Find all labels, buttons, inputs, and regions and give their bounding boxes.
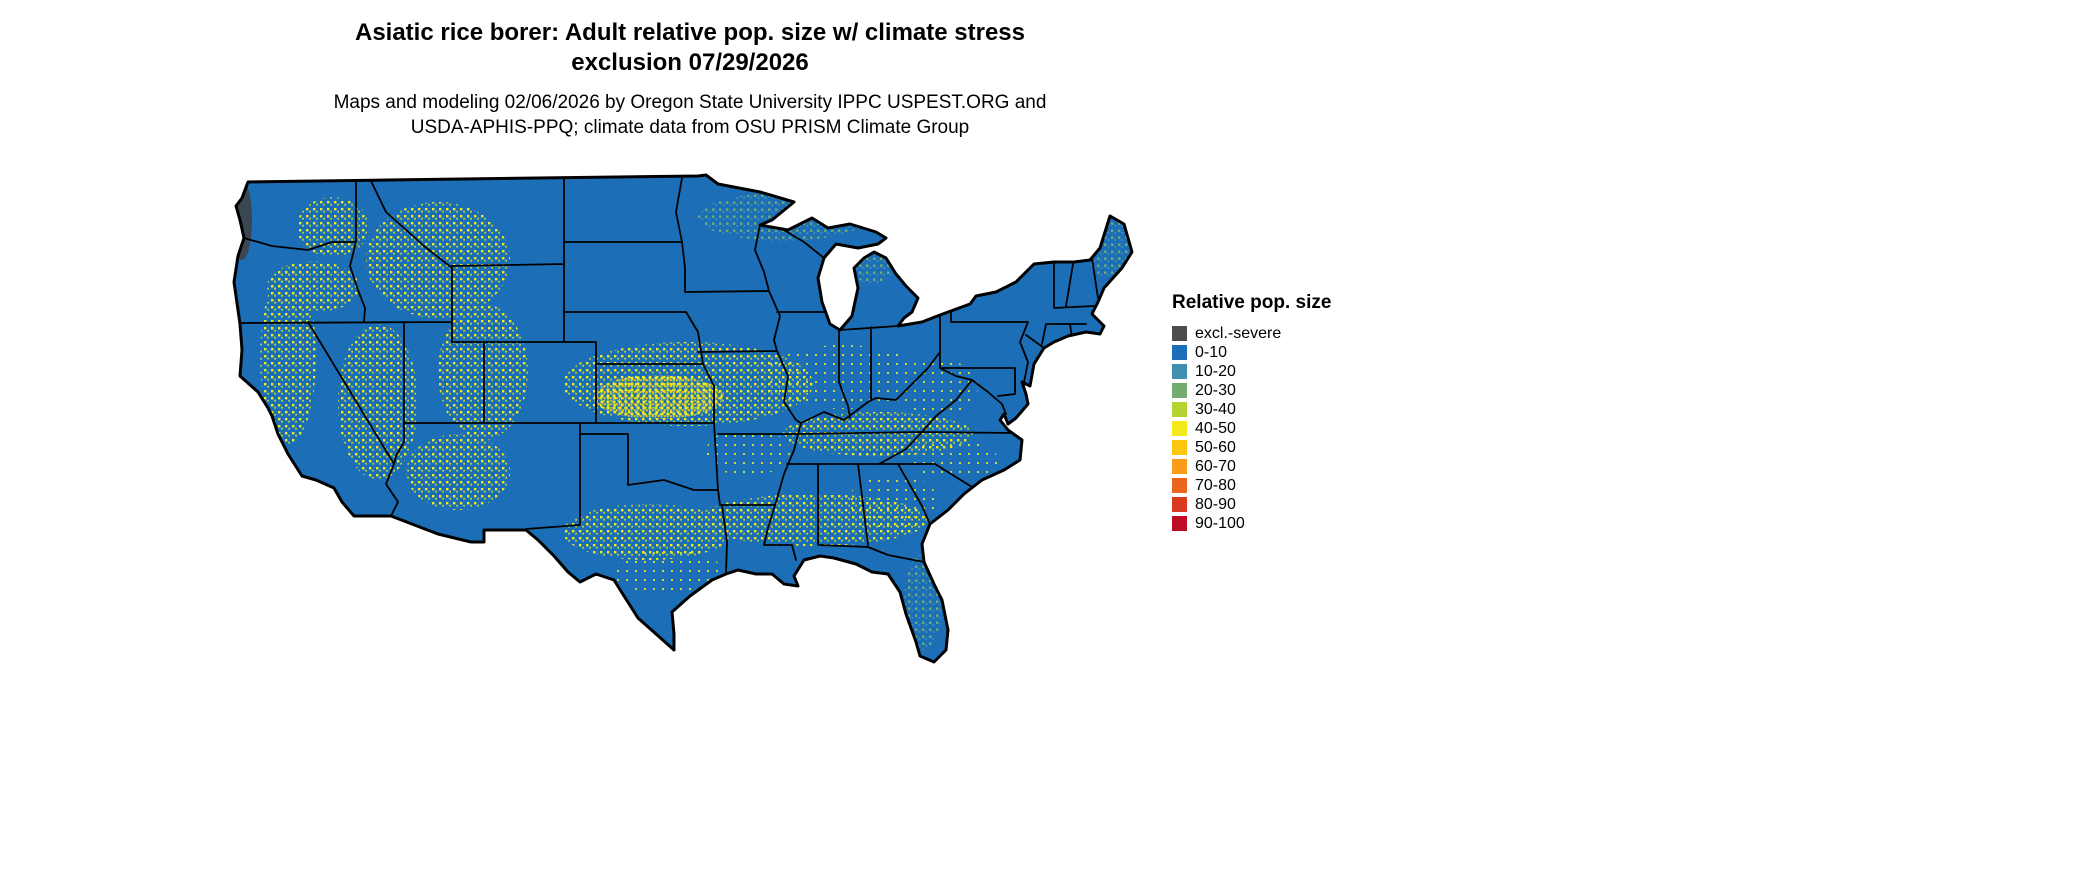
legend-item: 80-90 (1172, 495, 1331, 514)
legend-item: 60-70 (1172, 457, 1331, 476)
legend-item: excl.-severe (1172, 324, 1331, 343)
legend-item: 10-20 (1172, 362, 1331, 381)
map-subtitle-line-2: USDA-APHIS-PPQ; climate data from OSU PR… (410, 117, 970, 138)
legend-swatch (1172, 402, 1187, 417)
legend-item: 30-40 (1172, 400, 1331, 419)
legend-label: 70-80 (1195, 476, 1236, 494)
legend-title: Relative pop. size (1172, 292, 1332, 313)
legend-swatch (1172, 516, 1187, 531)
legend-label: 0-10 (1195, 343, 1228, 361)
population-speckle-overlay (234, 180, 1132, 650)
legend-swatch (1172, 383, 1187, 398)
map-title-line-2: exclusion 07/29/2026 (571, 49, 809, 76)
legend-label: excl.-severe (1195, 324, 1282, 342)
header: Asiatic rice borer: Adult relative pop. … (0, 18, 1380, 140)
legend-swatch (1172, 421, 1187, 436)
legend-label: 50-60 (1195, 438, 1236, 456)
legend-swatch (1172, 440, 1187, 455)
legend-label: 20-30 (1195, 381, 1236, 399)
us-map-svg (232, 173, 1134, 664)
legend-swatch (1172, 364, 1187, 379)
legend-swatch (1172, 459, 1187, 474)
legend-swatch (1172, 345, 1187, 360)
us-map (228, 172, 1140, 664)
map-title-line-1: Asiatic rice borer: Adult relative pop. … (354, 19, 1026, 46)
map-subtitle-line-1: Maps and modeling 02/06/2026 by Oregon S… (333, 92, 1047, 113)
legend-label: 80-90 (1195, 495, 1236, 513)
legend: Relative pop. size excl.-severe 0-10 10-… (1172, 292, 1331, 533)
legend-label: 30-40 (1195, 400, 1236, 418)
legend-item: 70-80 (1172, 476, 1331, 495)
legend-label: 60-70 (1195, 457, 1236, 475)
legend-item: 20-30 (1172, 381, 1331, 400)
legend-item: 50-60 (1172, 438, 1331, 457)
legend-label: 90-100 (1195, 514, 1245, 532)
legend-item: 0-10 (1172, 343, 1331, 362)
legend-label: 10-20 (1195, 362, 1236, 380)
legend-swatch (1172, 497, 1187, 512)
legend-label: 40-50 (1195, 419, 1236, 437)
us-border-outline (232, 173, 1134, 664)
legend-swatch (1172, 326, 1187, 341)
legend-item: 90-100 (1172, 514, 1331, 533)
map-subtitle: Maps and modeling 02/06/2026 by Oregon S… (0, 90, 1380, 140)
legend-item: 40-50 (1172, 419, 1331, 438)
state-borders (239, 177, 1099, 575)
legend-swatch (1172, 478, 1187, 493)
